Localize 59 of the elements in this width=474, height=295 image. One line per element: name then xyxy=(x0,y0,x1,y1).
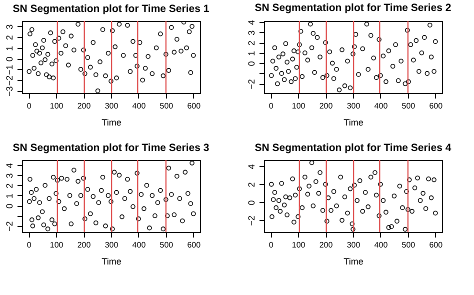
x-tick-label: 600 xyxy=(187,102,202,110)
y-tick-label: 1 xyxy=(246,50,256,56)
y-tick-label: 2 xyxy=(4,183,14,188)
y-tick-label: 4 xyxy=(246,164,256,170)
y-tick-label: 3 xyxy=(4,173,14,178)
y-tick-label: 0 xyxy=(246,200,256,206)
x-tick-label: 0 xyxy=(268,240,274,250)
x-tick-label: 100 xyxy=(292,102,306,110)
x-tick-label: 0 xyxy=(26,240,32,250)
y-tick-label: 1 xyxy=(4,46,14,51)
x-tick-label: 100 xyxy=(50,240,64,250)
x-tick-label: 100 xyxy=(50,102,64,110)
x-tick-label: 100 xyxy=(292,240,306,250)
x-tick-label: 400 xyxy=(132,240,146,250)
chart-title: SN Segmentation plot for Time Series 4 xyxy=(254,142,452,154)
x-tick-label: 500 xyxy=(402,102,416,110)
y-tick-label: −2 xyxy=(4,221,14,232)
x-axis-title: Time xyxy=(344,118,364,128)
y-tick-label: 4 xyxy=(4,163,14,168)
y-tick-label: 2 xyxy=(246,182,256,188)
y-tick-label: 1 xyxy=(4,193,14,198)
y-tick-label: 3 xyxy=(4,24,14,30)
y-tick-label: 4 xyxy=(246,20,256,26)
x-tick-label: 500 xyxy=(160,102,174,110)
y-tick-label: −2 xyxy=(246,79,256,90)
x-tick-label: 0 xyxy=(268,102,274,110)
x-tick-label: 300 xyxy=(346,240,361,250)
x-tick-label: 200 xyxy=(77,102,92,110)
y-tick-label: −2 xyxy=(246,216,256,226)
x-tick-label: 600 xyxy=(429,240,444,250)
x-tick-label: 600 xyxy=(187,240,202,250)
x-tick-label: 300 xyxy=(104,102,119,110)
x-tick-label: 200 xyxy=(77,240,92,250)
x-axis-title: Time xyxy=(344,256,364,266)
x-axis-title: Time xyxy=(102,256,122,266)
x-tick-label: 0 xyxy=(26,102,32,110)
x-tick-label: 600 xyxy=(429,102,444,110)
x-tick-label: 500 xyxy=(402,240,416,250)
y-tick-label: 0 xyxy=(4,204,14,209)
y-tick-label: −2 xyxy=(4,75,14,86)
x-tick-label: 300 xyxy=(346,102,361,110)
y-tick-label: 2 xyxy=(246,40,256,46)
x-tick-label: 400 xyxy=(374,102,388,110)
chart-title: SN Segmentation plot for Time Series 3 xyxy=(12,142,210,154)
y-tick-label: 0 xyxy=(246,61,256,66)
x-tick-label: 400 xyxy=(374,240,388,250)
chart-title: SN Segmentation plot for Time Series 2 xyxy=(254,2,452,14)
x-tick-label: 300 xyxy=(104,240,119,250)
x-tick-label: 500 xyxy=(160,240,174,250)
y-tick-label: −1 xyxy=(4,64,14,75)
y-tick-label: 0 xyxy=(4,56,14,62)
x-tick-label: 200 xyxy=(319,102,334,110)
x-tick-label: 200 xyxy=(319,240,334,250)
x-axis-title: Time xyxy=(102,118,122,128)
y-tick-label: 2 xyxy=(4,35,14,40)
x-tick-label: 400 xyxy=(132,102,146,110)
y-tick-label: −3 xyxy=(4,86,14,96)
y-tick-label: 3 xyxy=(246,30,256,36)
chart-title: SN Segmentation plot for Time Series 1 xyxy=(12,2,210,15)
